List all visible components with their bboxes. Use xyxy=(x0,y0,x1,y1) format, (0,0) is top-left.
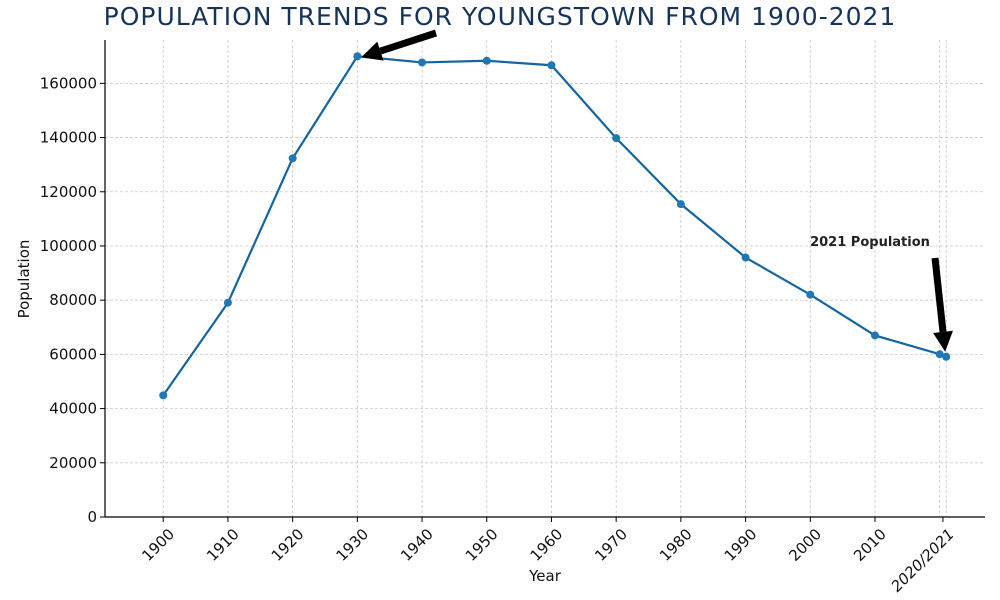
series-line xyxy=(162,55,947,396)
x-tick-label: 2010 xyxy=(850,525,890,565)
data-point xyxy=(871,331,879,340)
data-point xyxy=(612,134,621,143)
y-tick-label: 100000 xyxy=(40,237,97,255)
grid-lines xyxy=(105,40,985,518)
y-tick-label: 60000 xyxy=(49,345,97,363)
data-point xyxy=(935,350,944,359)
y-tick-label: 40000 xyxy=(49,400,97,418)
x-tick-label-highlight: 2020/2021 xyxy=(887,525,957,595)
x-tick-label: 1950 xyxy=(462,525,502,565)
y-tick-label: 120000 xyxy=(40,183,97,201)
y-tick-labels: 0 20000 40000 60000 80000 100000 120000 140000 1… xyxy=(40,74,97,526)
peak-arrow-shaft xyxy=(379,29,438,55)
x-tick-label: 1910 xyxy=(203,525,243,565)
data-point xyxy=(741,253,750,262)
y-tick-label: 140000 xyxy=(40,129,97,147)
x-tick-label: 1990 xyxy=(721,525,761,565)
x-tick-label: 2000 xyxy=(785,525,825,565)
x-tick-label: 1900 xyxy=(138,525,178,565)
annotation-arrow-2021-head xyxy=(933,330,953,352)
y-axis-label: Population xyxy=(15,240,33,319)
data-point xyxy=(942,352,951,361)
y-tick-label: 20000 xyxy=(49,454,97,472)
x-axis-label: Year xyxy=(528,567,562,585)
chart-title: POPULATION TRENDS FOR YOUNGSTOWN FROM 19… xyxy=(103,2,897,31)
data-point xyxy=(353,52,362,61)
axes xyxy=(100,40,985,522)
data-point xyxy=(806,290,815,299)
series-group xyxy=(159,52,951,400)
x-tick-label: 1920 xyxy=(268,525,308,565)
y-tick-label: 80000 xyxy=(49,291,97,309)
x-tick-label: 1940 xyxy=(397,525,437,565)
data-point xyxy=(482,56,491,65)
x-tick-label: 1980 xyxy=(656,525,696,565)
data-point xyxy=(418,58,427,67)
data-point xyxy=(288,154,297,163)
x-tick-label: 1970 xyxy=(591,525,631,565)
annotation-arrow-2021-shaft xyxy=(931,257,947,333)
y-tick-label: 0 xyxy=(87,508,97,526)
annotations-group: 2021 Population xyxy=(361,29,953,352)
x-tick-label: 1960 xyxy=(527,525,567,565)
annotation-label-2021: 2021 Population xyxy=(810,235,930,250)
peak-arrow-head xyxy=(361,41,384,61)
annotation-arrow-2021 xyxy=(931,257,953,352)
data-point xyxy=(159,391,168,400)
y-tick-label: 160000 xyxy=(40,74,97,92)
x-tick-label: 1930 xyxy=(332,525,372,565)
data-point xyxy=(223,298,232,307)
data-point xyxy=(547,61,556,70)
peak-arrow xyxy=(361,29,438,61)
data-point xyxy=(676,200,685,209)
